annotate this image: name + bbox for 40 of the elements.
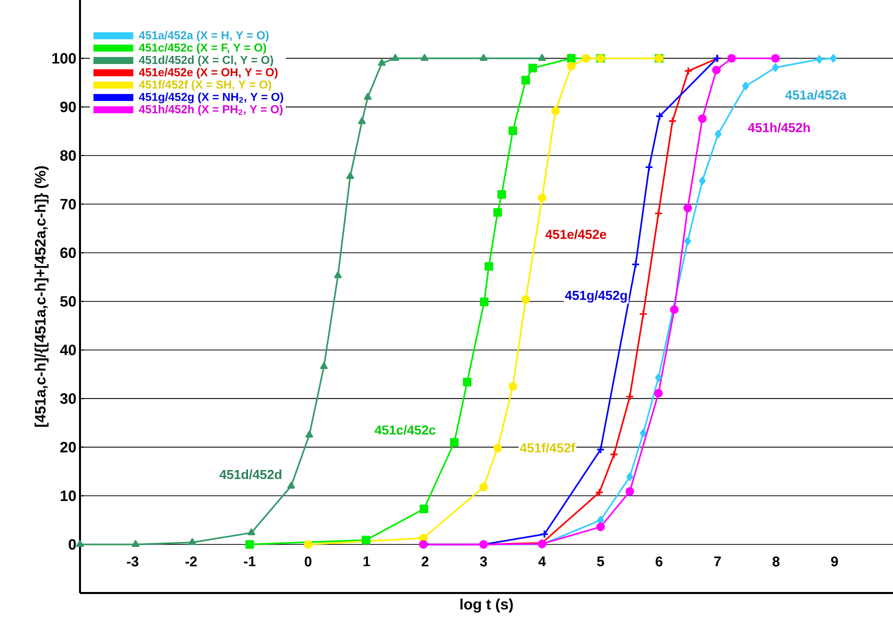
x-tick-label: 6 <box>656 556 662 566</box>
x-tick-label: 4 <box>538 556 546 566</box>
annotation: 451g/452g <box>565 290 627 303</box>
y-tick-label: 40 <box>60 344 76 356</box>
y-tick-label: 100 <box>52 53 76 64</box>
y-tick-label: 50 <box>60 296 76 307</box>
legend-label: 451h/452h (X = PH$_{2}$, Y = O) <box>138 104 283 116</box>
y-tick-label: 80 <box>60 150 76 161</box>
legend-label: 451c/452c (X = F, Y = O) <box>138 43 266 54</box>
x-tick-label: 1 <box>364 556 370 566</box>
x-tick-label: 2 <box>422 556 428 566</box>
x-tick-label: 8 <box>772 556 780 566</box>
annotation: 451e/452e <box>545 229 606 240</box>
y-tick-label: 60 <box>60 247 76 258</box>
annotation: 451h/452h <box>748 122 810 132</box>
y-tick-label: 70 <box>60 198 76 210</box>
legend-label: 451f/452f (X = SH, Y = O) <box>138 80 272 91</box>
legend-label: 451a/452a (X = H, Y = O) <box>138 30 269 42</box>
y-tick-label: 30 <box>60 393 76 404</box>
annotation: 451c/452c <box>374 425 436 435</box>
legend-label: 451g/452g (X = NH$_{2}$, Y = O) <box>138 92 284 104</box>
x-axis-title: log t (s) <box>460 598 513 613</box>
x-tick-label: 0 <box>304 556 312 566</box>
y-axis-title: [451a,c-h]/{[451a,c-h]+[452a,c-h]} (%) <box>34 166 49 427</box>
annotation: 451f/452f <box>520 442 576 453</box>
y-tick-label: 90 <box>60 102 76 112</box>
x-tick-label: 5 <box>597 556 604 566</box>
y-tick-label: 0 <box>68 539 76 550</box>
x-tick-label: 3 <box>480 556 487 566</box>
legend-label: 451e/452e (X = OH, Y = O) <box>138 68 278 79</box>
legend-label: 451d/452d (X = Cl, Y = O) <box>138 56 274 66</box>
annotation: 451d/452d <box>220 470 282 480</box>
y-tick-label: 20 <box>60 442 76 452</box>
annotation: 451a/452a <box>785 90 847 100</box>
x-tick-label: -2 <box>185 556 197 566</box>
x-tick-label: -1 <box>244 556 256 566</box>
x-tick-label: -3 <box>126 556 138 566</box>
x-tick-label: 7 <box>714 556 721 566</box>
y-tick-label: 10 <box>60 490 76 502</box>
x-tick-label: 9 <box>831 556 838 566</box>
